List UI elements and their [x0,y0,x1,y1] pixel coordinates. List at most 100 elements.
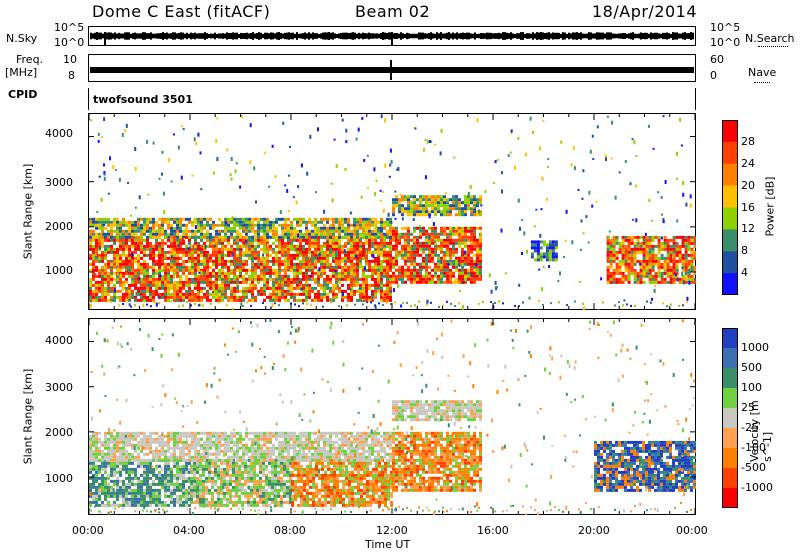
nsky-sample [650,32,652,40]
nsky-sample [638,33,640,39]
nsky-sample [534,33,536,39]
nsky-sample [188,33,190,39]
nsky-sample [406,32,408,40]
nsky-sample [138,33,140,39]
velocity-colorbar-tick-label: 25 [741,401,755,414]
nsky-sample [140,33,142,39]
nsky-sample [264,32,266,40]
velocity-colorbar-tick-label: -500 [741,461,766,474]
nsky-tick-high: 10^5 [54,21,85,34]
nsky-sample [570,33,572,39]
nsky-sample [586,33,588,39]
nsky-sample [332,32,334,40]
nsky-sample [216,33,218,39]
nsky-sample [548,32,550,40]
velocity-colorbar-tick-label: -100 [741,441,766,454]
nsky-sample [582,33,584,39]
vel-ytick-1000: 1000 [45,472,73,485]
nsky-sample [372,33,374,39]
nsky-sample [482,33,484,39]
nsky-sample [148,33,150,39]
nsky-sample [566,33,568,39]
nsky-sample [168,33,170,39]
nsky-sample [596,32,598,40]
nsky-sample [446,32,448,40]
xtick-4: 16:00 [477,524,509,537]
nsky-sample [130,33,132,39]
nsky-sample [444,33,446,39]
freq-unit-label: [MHz] [5,66,38,79]
nsky-sample [222,33,224,39]
nsky-sample [456,32,458,40]
nsky-sample [466,32,468,40]
nsky-sample [154,33,156,39]
velocity-echo-region [594,440,696,492]
nsky-sample [376,33,378,39]
nsky-sample [462,32,464,40]
nsky-sample [362,32,364,40]
power-colorbar-tick-label: 24 [741,156,755,170]
nsky-sample [360,33,362,39]
power-colorbar-swatch [722,141,738,165]
nsky-sample [150,32,152,40]
nsky-sample [508,33,510,39]
power-colorbar-swatch [722,251,738,274]
nsky-sample [592,33,594,39]
nsky-sample [354,32,356,40]
nsky-sample [286,32,288,40]
nsky-sample [470,33,472,39]
nsky-sample [334,33,336,39]
nsky-sample [310,33,312,39]
nsky-sample [660,33,662,39]
nsky-sample [606,32,608,40]
nsky-sample [308,32,310,40]
nsky-sample [630,32,632,40]
nsky-sample [476,33,478,39]
nsky-sample [622,33,624,39]
nsky-sample [374,33,376,39]
nsky-sample [560,33,562,39]
velocity-colorbar-tick-label: 1000 [741,341,769,354]
power-colorbar-tick-label: 8 [741,244,748,258]
nsky-sample [190,32,192,40]
nsky-sample [642,33,644,39]
nsky-sample [250,33,252,39]
nsky-sample [588,32,590,40]
nsky-sample [492,33,494,39]
nsky-sample [220,33,222,39]
nsky-sample [152,33,154,39]
nsky-sample [574,32,576,40]
nsearch-label: N.Search [745,32,795,45]
nsky-sample [318,33,320,39]
nsky-sample [670,33,672,39]
power-ytick-4000: 4000 [45,127,73,140]
nsky-sample [422,32,424,40]
nsky-sample [688,33,690,39]
nsky-sample [132,33,134,39]
power-echo-region [392,195,482,217]
nsky-sample [418,32,420,40]
nsky-sample [340,32,342,40]
velocity-echo-region [392,400,482,422]
nsky-sample [678,33,680,39]
nsky-sample [142,32,144,40]
nsky-sample [262,33,264,39]
velocity-scatter-echoes [89,319,696,515]
xaxis-label: Time UT [365,538,411,551]
nsky-sample [554,32,556,40]
nsky-sample [224,33,226,39]
nsky-sample [626,33,628,39]
nsky-sample [178,32,180,40]
nsky-sample [234,32,236,40]
nsky-sample [428,33,430,39]
nsky-sample [404,33,406,39]
nsky-sample [312,32,314,40]
nave-tick-low: 0 [710,69,717,82]
nsky-sample [692,32,694,40]
nsky-sample [634,33,636,39]
nsky-trace [90,32,694,46]
nsky-sample [500,33,502,39]
nsky-sample [378,33,380,39]
nsky-sample [206,33,208,39]
nsky-sample [530,33,532,39]
